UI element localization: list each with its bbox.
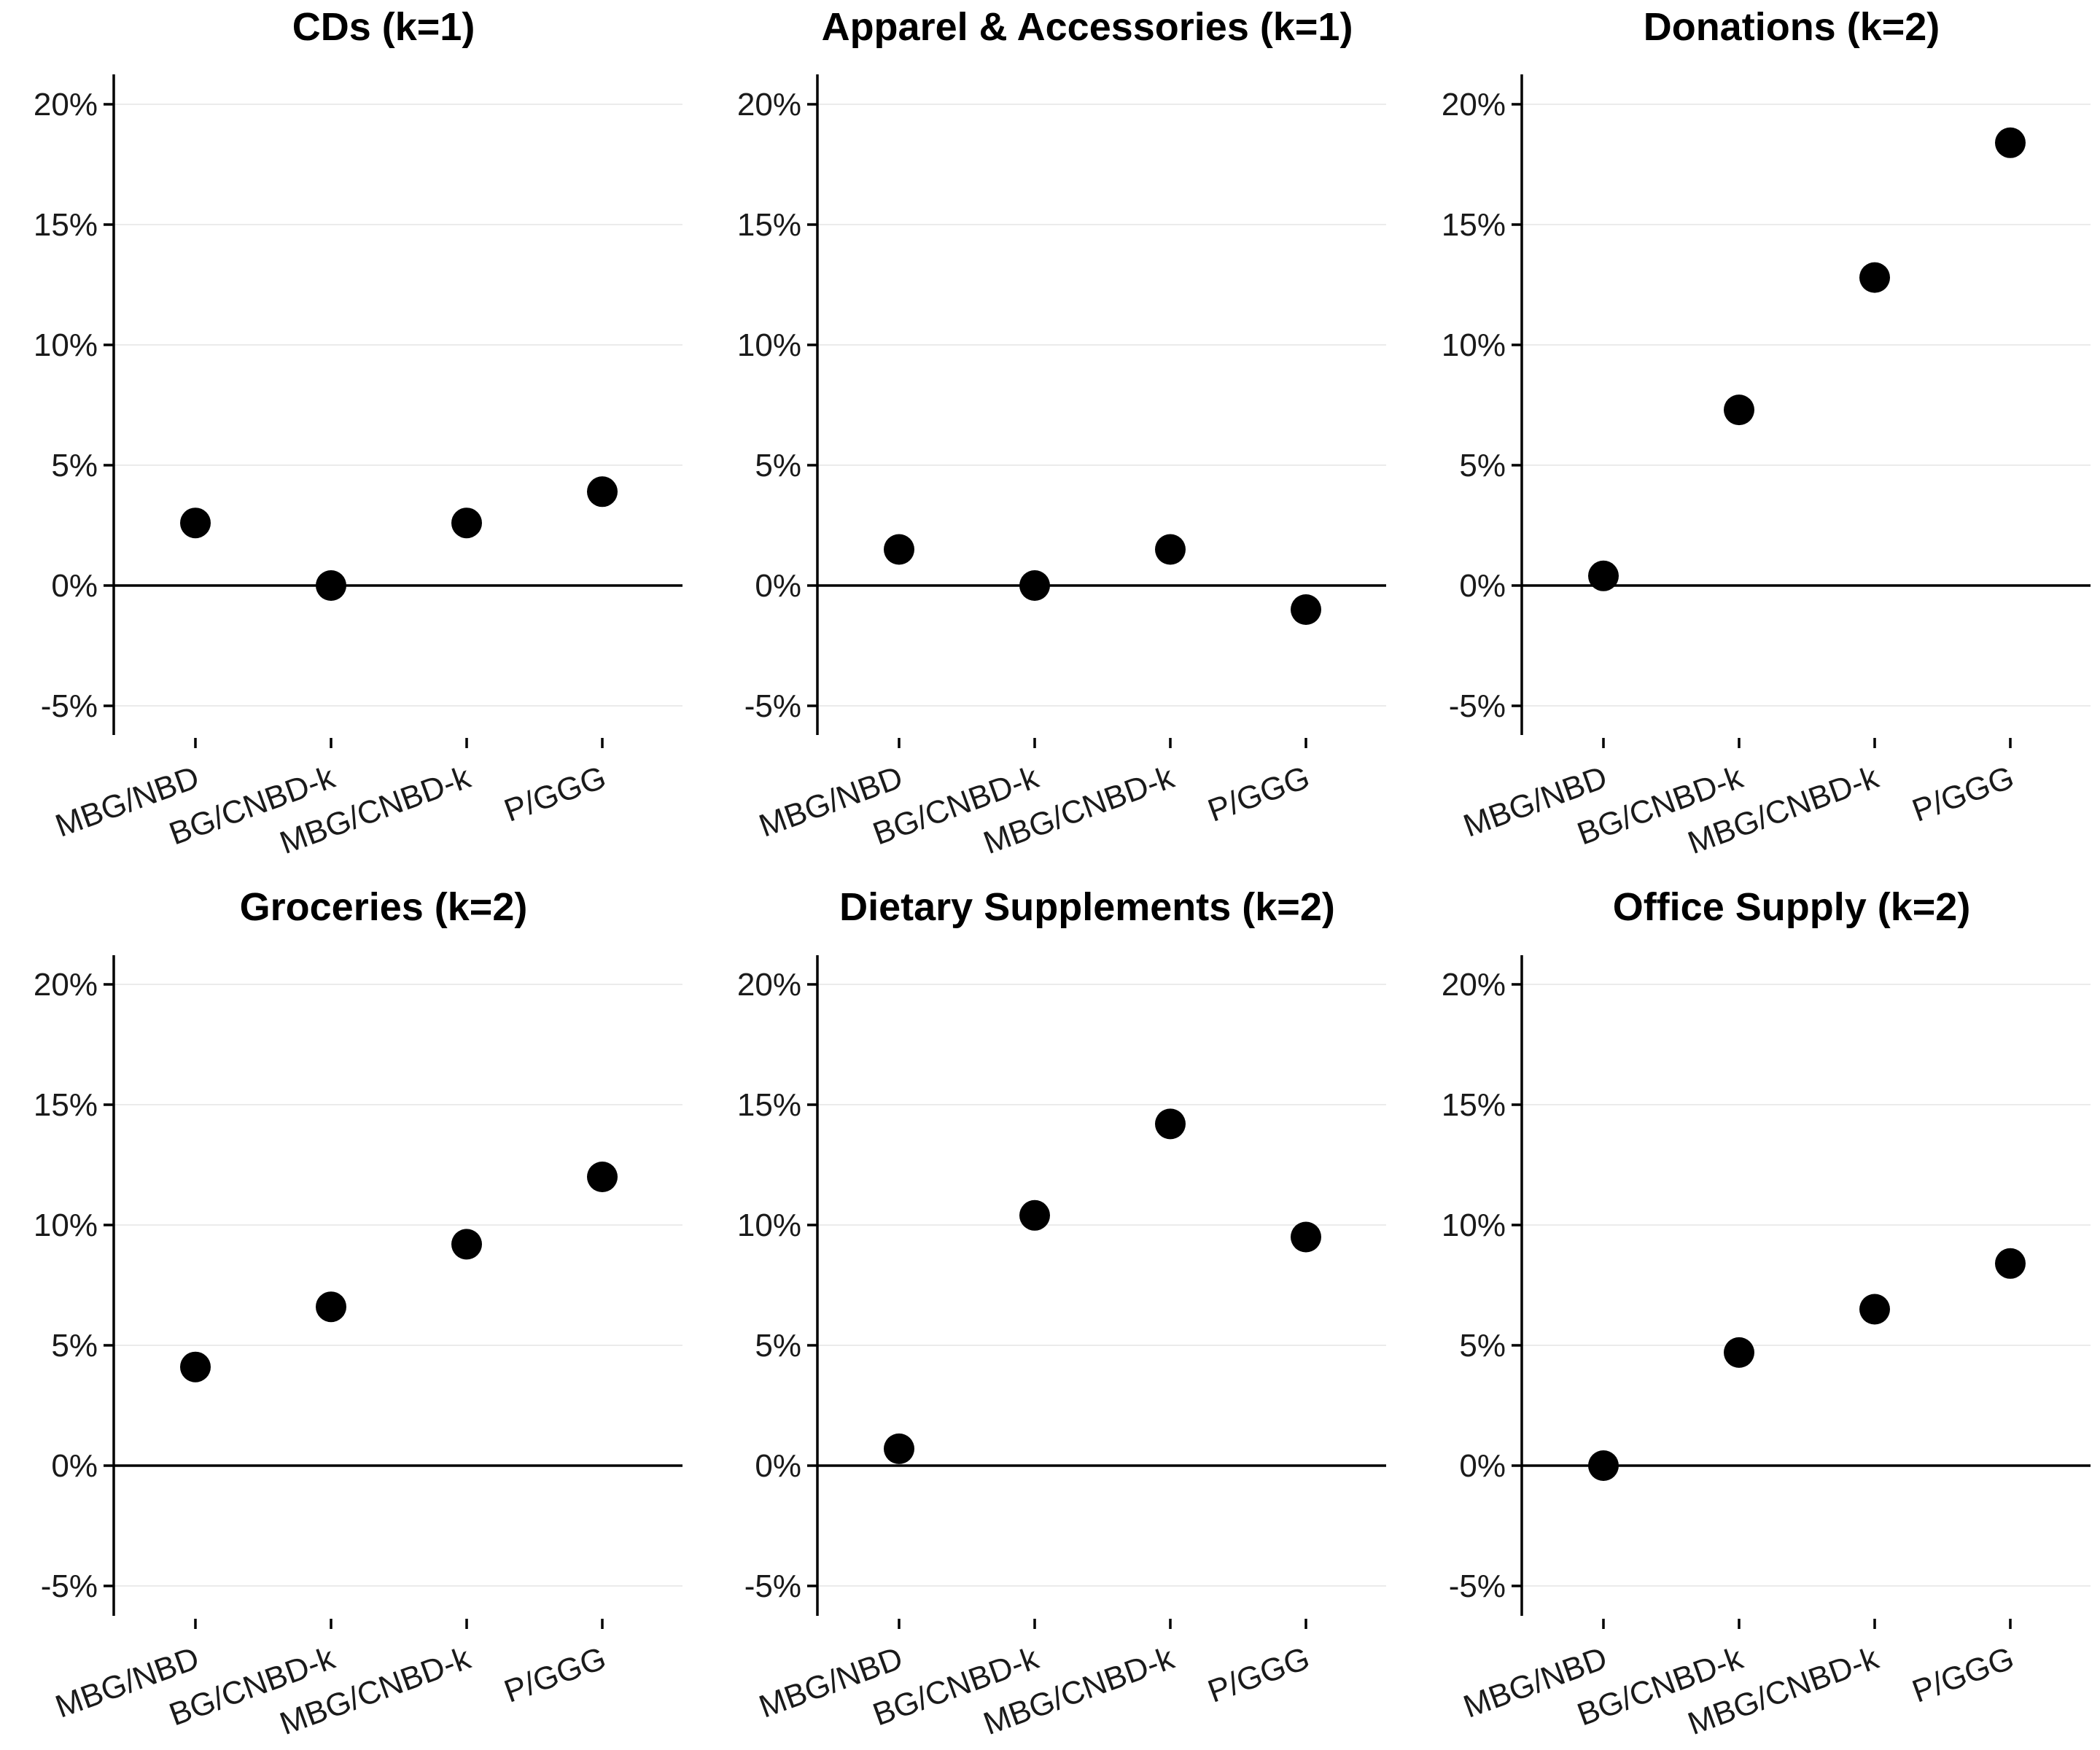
- y-tick-label: 20%: [34, 87, 98, 122]
- data-point: [884, 534, 914, 565]
- y-tick-label: 0%: [51, 1448, 98, 1484]
- y-tick-label: 20%: [737, 87, 801, 122]
- y-tick-label: 0%: [51, 568, 98, 604]
- y-tick-label: -5%: [41, 688, 98, 724]
- y-tick-label: 20%: [737, 967, 801, 1003]
- panel-title: Apparel & Accessories (k=1): [822, 5, 1353, 49]
- x-tick-label: P/GGG: [1908, 1640, 2018, 1709]
- y-tick-label: 0%: [755, 568, 801, 604]
- y-tick-label: 15%: [34, 1087, 98, 1123]
- panel: CDs (k=1)-5%0%5%10%15%20%MBG/NBDBG/CNBD-…: [34, 5, 682, 861]
- data-point: [1019, 1199, 1050, 1231]
- data-point: [1155, 534, 1186, 565]
- data-point: [180, 1351, 211, 1382]
- data-point: [1859, 262, 1890, 293]
- y-tick-label: 20%: [34, 967, 98, 1003]
- panel: Groceries (k=2)-5%0%5%10%15%20%MBG/NBDBG…: [34, 885, 682, 1742]
- panel: Donations (k=2)-5%0%5%10%15%20%MBG/NBDBG…: [1442, 5, 2091, 861]
- y-tick-label: 10%: [34, 1208, 98, 1243]
- x-tick-label: P/GGG: [499, 759, 610, 828]
- data-point: [884, 1433, 914, 1464]
- panel-title: Office Supply (k=2): [1613, 885, 1971, 929]
- data-point: [1995, 127, 2026, 158]
- y-tick-label: 15%: [737, 1087, 801, 1123]
- x-tick-label: P/GGG: [1908, 759, 2018, 828]
- panel: Apparel & Accessories (k=1) -5% 0% 5% 10% 15%…: [737, 5, 1386, 861]
- data-point: [1995, 1248, 2026, 1279]
- y-tick-label: 20%: [1442, 967, 1506, 1003]
- y-tick-label: 10%: [737, 327, 801, 363]
- x-tick-label: P/GGG: [1203, 759, 1314, 828]
- panel-title: CDs (k=1): [292, 5, 475, 49]
- x-tick-label: P/GGG: [499, 1640, 610, 1709]
- data-point: [1019, 570, 1050, 601]
- y-tick-label: 0%: [1459, 1448, 1506, 1484]
- y-tick-label: 0%: [1459, 568, 1506, 604]
- y-tick-label: 15%: [34, 207, 98, 243]
- y-tick-label: 10%: [1442, 1208, 1506, 1243]
- data-point: [1291, 1221, 1321, 1253]
- data-point: [1291, 594, 1321, 625]
- y-tick-label: 15%: [1442, 1087, 1506, 1123]
- panel-title: Dietary Supplements (k=2): [839, 885, 1335, 929]
- data-point: [1724, 1337, 1754, 1368]
- y-tick-label: 5%: [51, 448, 98, 483]
- y-tick-label: 10%: [1442, 327, 1506, 363]
- data-point: [316, 570, 346, 601]
- y-tick-label: 5%: [1459, 1328, 1506, 1364]
- data-point: [1588, 1450, 1619, 1481]
- data-point: [587, 1162, 618, 1192]
- data-point: [1155, 1108, 1186, 1140]
- data-point: [1588, 560, 1619, 591]
- y-tick-label: -5%: [1449, 1568, 1506, 1604]
- panel: Dietary Supplements (k=2) -5% 0% 5% 10% 15% 20…: [737, 885, 1386, 1742]
- panel-title: Groceries (k=2): [240, 885, 528, 929]
- data-point: [1724, 394, 1754, 426]
- y-tick-label: -5%: [1449, 688, 1506, 724]
- y-tick-label: -5%: [41, 1568, 98, 1604]
- y-tick-label: 15%: [737, 207, 801, 243]
- y-tick-label: 15%: [1442, 207, 1506, 243]
- data-point: [1859, 1294, 1890, 1325]
- data-point: [451, 508, 482, 539]
- y-tick-label: -5%: [744, 688, 801, 724]
- y-tick-label: 5%: [51, 1328, 98, 1364]
- panel: Office Supply (k=2)-5%0%5%10%15%20%MBG/N…: [1442, 885, 2091, 1742]
- y-tick-label: 10%: [737, 1208, 801, 1243]
- panel-title: Donations (k=2): [1644, 5, 1940, 49]
- y-tick-label: -5%: [744, 1568, 801, 1604]
- data-point: [180, 508, 211, 539]
- y-tick-label: 5%: [755, 448, 801, 483]
- x-tick-label: P/GGG: [1203, 1640, 1314, 1709]
- y-tick-label: 5%: [755, 1328, 801, 1364]
- y-tick-label: 0%: [755, 1448, 801, 1484]
- y-tick-label: 5%: [1459, 448, 1506, 483]
- y-tick-label: 10%: [34, 327, 98, 363]
- data-point: [451, 1229, 482, 1260]
- data-point: [316, 1291, 346, 1323]
- y-tick-label: 20%: [1442, 87, 1506, 122]
- data-point: [587, 476, 618, 508]
